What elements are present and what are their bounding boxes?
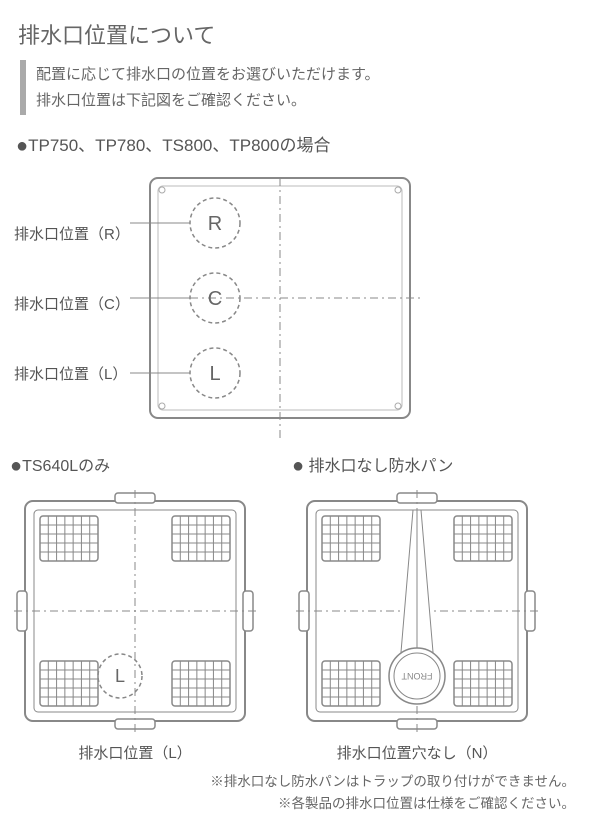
section3-heading-text: 排水口なし防水パン: [309, 458, 454, 475]
intro-line2: 排水口位置は下記図をご確認ください。: [36, 88, 380, 114]
section3-heading: ● 排水口なし防水パン: [292, 452, 453, 478]
bullet-icon: ●: [16, 135, 28, 157]
diagram1-labels: 排水口位置（R） 排水口位置（C） 排水口位置（L）: [14, 168, 130, 438]
svg-text:C: C: [208, 288, 222, 310]
label-l: 排水口位置（L）: [14, 338, 130, 408]
footnote1: ※排水口なし防水パンはトラップの取り付けができません。: [10, 771, 575, 793]
page-title: 排水口位置について: [18, 18, 581, 50]
section1-heading: ●TP750、TP780、TS800、TP800の場合: [16, 131, 581, 158]
svg-text:L: L: [209, 363, 220, 385]
label-r: 排水口位置（R）: [14, 198, 130, 268]
svg-text:L: L: [115, 666, 125, 686]
diagram3: FRONT: [292, 486, 542, 736]
diagram2: L: [10, 486, 260, 736]
label-c: 排水口位置（C）: [14, 268, 130, 338]
bullet-icon: ●: [292, 455, 304, 477]
intro-text: 配置に応じて排水口の位置をお選びいただけます。 排水口位置は下記図をご確認くださ…: [36, 60, 380, 115]
section2-caption: 排水口位置（L）: [78, 742, 191, 763]
svg-text:FRONT: FRONT: [401, 671, 432, 681]
bullet-icon: ●: [10, 455, 22, 477]
section3-col: ● 排水口なし防水パン FRONT 排水口位置穴なし（N）: [292, 452, 542, 763]
lower-row: ●TS640Lのみ L 排水口位置（L） ● 排水口なし防水パン FRONT 排…: [10, 452, 581, 763]
footnote2: ※各製品の排水口位置は仕様をご確認ください。: [10, 793, 575, 815]
section3-caption: 排水口位置穴なし（N）: [337, 742, 498, 763]
svg-text:R: R: [208, 213, 222, 235]
intro-accent-bar: [20, 60, 26, 115]
section2-col: ●TS640Lのみ L 排水口位置（L）: [10, 452, 260, 763]
section2-heading: ●TS640Lのみ: [10, 452, 110, 478]
intro-block: 配置に応じて排水口の位置をお選びいただけます。 排水口位置は下記図をご確認くださ…: [10, 60, 581, 115]
section1-heading-text: TP750、TP780、TS800、TP800の場合: [28, 136, 330, 155]
section2-heading-text: TS640Lのみ: [22, 458, 110, 475]
intro-line1: 配置に応じて排水口の位置をお選びいただけます。: [36, 62, 380, 88]
diagram1-wrap: 排水口位置（R） 排水口位置（C） 排水口位置（L） R C L: [10, 168, 581, 438]
diagram1: R C L: [130, 168, 430, 438]
